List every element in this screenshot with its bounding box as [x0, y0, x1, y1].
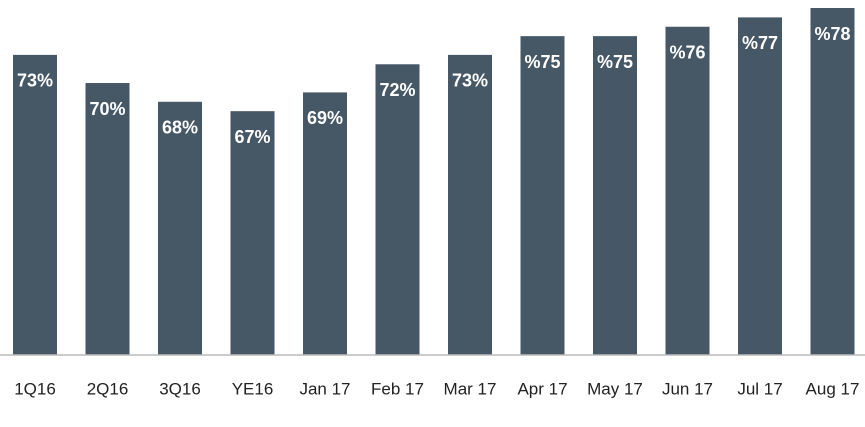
- bar: [593, 36, 637, 356]
- bar: [810, 8, 855, 355]
- value-label: %75: [524, 52, 560, 72]
- bar: [738, 17, 782, 355]
- x-tick-label: 3Q16: [159, 379, 201, 398]
- value-label: 67%: [234, 127, 270, 147]
- value-label: 69%: [307, 108, 343, 128]
- bar: [230, 111, 275, 355]
- x-tick-label: May 17: [587, 379, 643, 398]
- x-tick-label: Aug 17: [806, 379, 860, 398]
- bar: [448, 54, 492, 355]
- bar: [85, 83, 130, 355]
- value-label: 72%: [379, 80, 415, 100]
- x-tick-label: 1Q16: [14, 379, 56, 398]
- x-tick-label: Jul 17: [737, 379, 782, 398]
- x-tick-label: 2Q16: [87, 379, 129, 398]
- bar: [665, 26, 710, 356]
- x-tick-label: YE16: [232, 379, 274, 398]
- value-label: %76: [669, 43, 705, 63]
- x-tick-label: Jan 17: [299, 379, 350, 398]
- bar: [520, 36, 565, 356]
- value-label: 70%: [89, 99, 125, 119]
- bar: [158, 101, 202, 355]
- value-label: %75: [597, 52, 633, 72]
- x-tick-label: Apr 17: [517, 379, 567, 398]
- value-label: 73%: [17, 71, 53, 91]
- value-label: 68%: [162, 118, 198, 138]
- x-tick-label: Mar 17: [444, 379, 497, 398]
- bar: [375, 64, 420, 356]
- value-label: %78: [814, 24, 850, 44]
- value-label: %77: [742, 33, 778, 53]
- x-tick-label: Jun 17: [662, 379, 713, 398]
- x-tick-label: Feb 17: [371, 379, 424, 398]
- bar: [13, 54, 57, 355]
- value-label: 73%: [452, 71, 488, 91]
- bar: [303, 92, 347, 356]
